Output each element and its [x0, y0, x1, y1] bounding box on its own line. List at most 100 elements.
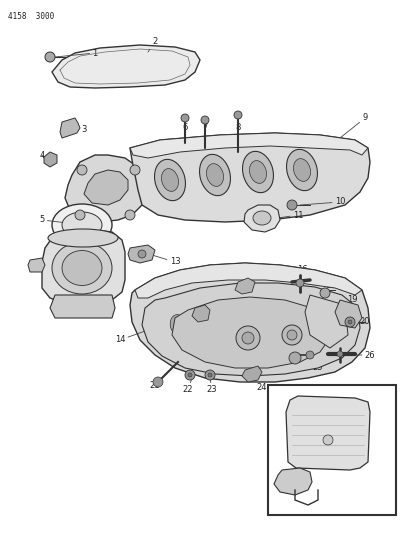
Ellipse shape	[281, 299, 309, 337]
Text: 15: 15	[193, 303, 205, 315]
Text: 26: 26	[340, 351, 375, 359]
Circle shape	[242, 332, 254, 344]
Ellipse shape	[62, 251, 102, 286]
Text: 12: 12	[70, 278, 80, 289]
Circle shape	[289, 352, 301, 364]
Circle shape	[205, 370, 215, 380]
Circle shape	[201, 116, 209, 124]
Text: 18: 18	[320, 280, 335, 295]
Polygon shape	[142, 283, 360, 376]
Polygon shape	[335, 300, 362, 328]
Polygon shape	[52, 45, 200, 88]
Text: 9: 9	[340, 114, 368, 138]
Text: 24: 24	[252, 375, 267, 392]
Circle shape	[296, 279, 304, 287]
Text: 14: 14	[115, 330, 148, 344]
Text: 25: 25	[300, 360, 323, 373]
Polygon shape	[130, 133, 370, 222]
Text: 5: 5	[40, 215, 68, 224]
Text: 11: 11	[278, 211, 303, 220]
Polygon shape	[135, 263, 362, 298]
Text: 16: 16	[297, 265, 307, 285]
Circle shape	[348, 320, 352, 324]
Polygon shape	[305, 295, 348, 348]
Circle shape	[75, 210, 85, 220]
Text: 23: 23	[207, 378, 217, 394]
Text: 21: 21	[150, 372, 168, 390]
Ellipse shape	[242, 151, 273, 192]
Ellipse shape	[249, 160, 266, 183]
Ellipse shape	[206, 164, 224, 187]
Polygon shape	[28, 258, 45, 272]
Ellipse shape	[253, 211, 271, 225]
Ellipse shape	[162, 168, 179, 191]
Circle shape	[306, 351, 314, 359]
Ellipse shape	[164, 306, 192, 344]
Ellipse shape	[62, 212, 102, 238]
Ellipse shape	[293, 159, 310, 181]
Text: 20: 20	[348, 318, 370, 327]
Polygon shape	[242, 366, 262, 382]
Circle shape	[188, 373, 192, 377]
Polygon shape	[235, 278, 255, 294]
Text: 8: 8	[235, 124, 241, 150]
Text: 27: 27	[305, 410, 320, 430]
Polygon shape	[130, 133, 368, 158]
Ellipse shape	[52, 242, 112, 294]
Polygon shape	[244, 205, 280, 232]
Text: 28: 28	[295, 454, 310, 463]
Circle shape	[320, 288, 330, 298]
Ellipse shape	[201, 301, 229, 339]
Circle shape	[287, 330, 297, 340]
Circle shape	[337, 351, 343, 357]
Circle shape	[236, 326, 260, 350]
Text: 2: 2	[148, 37, 157, 52]
Text: 7: 7	[202, 124, 208, 140]
Circle shape	[125, 210, 135, 220]
Circle shape	[282, 325, 302, 345]
Text: 10: 10	[300, 198, 345, 206]
Circle shape	[181, 114, 189, 122]
Polygon shape	[42, 230, 125, 305]
Polygon shape	[44, 152, 57, 167]
Ellipse shape	[200, 155, 231, 196]
Ellipse shape	[52, 204, 112, 246]
Text: 6: 6	[182, 124, 188, 140]
Polygon shape	[65, 155, 145, 222]
Circle shape	[153, 377, 163, 387]
Ellipse shape	[207, 310, 223, 330]
Polygon shape	[128, 245, 155, 263]
Circle shape	[130, 165, 140, 175]
Text: 19: 19	[345, 295, 357, 308]
Text: 1: 1	[55, 49, 98, 58]
Polygon shape	[192, 305, 210, 322]
Text: 13: 13	[152, 255, 180, 266]
Polygon shape	[84, 170, 128, 205]
Ellipse shape	[241, 299, 269, 337]
Text: 3: 3	[70, 125, 86, 134]
Circle shape	[234, 111, 242, 119]
Circle shape	[208, 373, 212, 377]
Circle shape	[45, 52, 55, 62]
Text: 4158  3000: 4158 3000	[8, 12, 54, 21]
Circle shape	[287, 200, 297, 210]
Circle shape	[345, 317, 355, 327]
Circle shape	[77, 165, 87, 175]
Polygon shape	[274, 468, 312, 495]
Polygon shape	[172, 297, 330, 368]
Ellipse shape	[247, 308, 263, 328]
Polygon shape	[60, 118, 80, 138]
Ellipse shape	[170, 314, 186, 335]
Ellipse shape	[287, 308, 303, 328]
Text: 17: 17	[243, 273, 253, 290]
Ellipse shape	[286, 149, 317, 191]
Circle shape	[138, 250, 146, 258]
Circle shape	[323, 435, 333, 445]
Bar	[268, 385, 396, 515]
Ellipse shape	[155, 159, 186, 200]
Text: 22: 22	[183, 378, 193, 394]
Polygon shape	[50, 295, 115, 318]
Polygon shape	[130, 263, 370, 382]
Text: 4: 4	[40, 150, 47, 162]
Polygon shape	[286, 396, 370, 470]
